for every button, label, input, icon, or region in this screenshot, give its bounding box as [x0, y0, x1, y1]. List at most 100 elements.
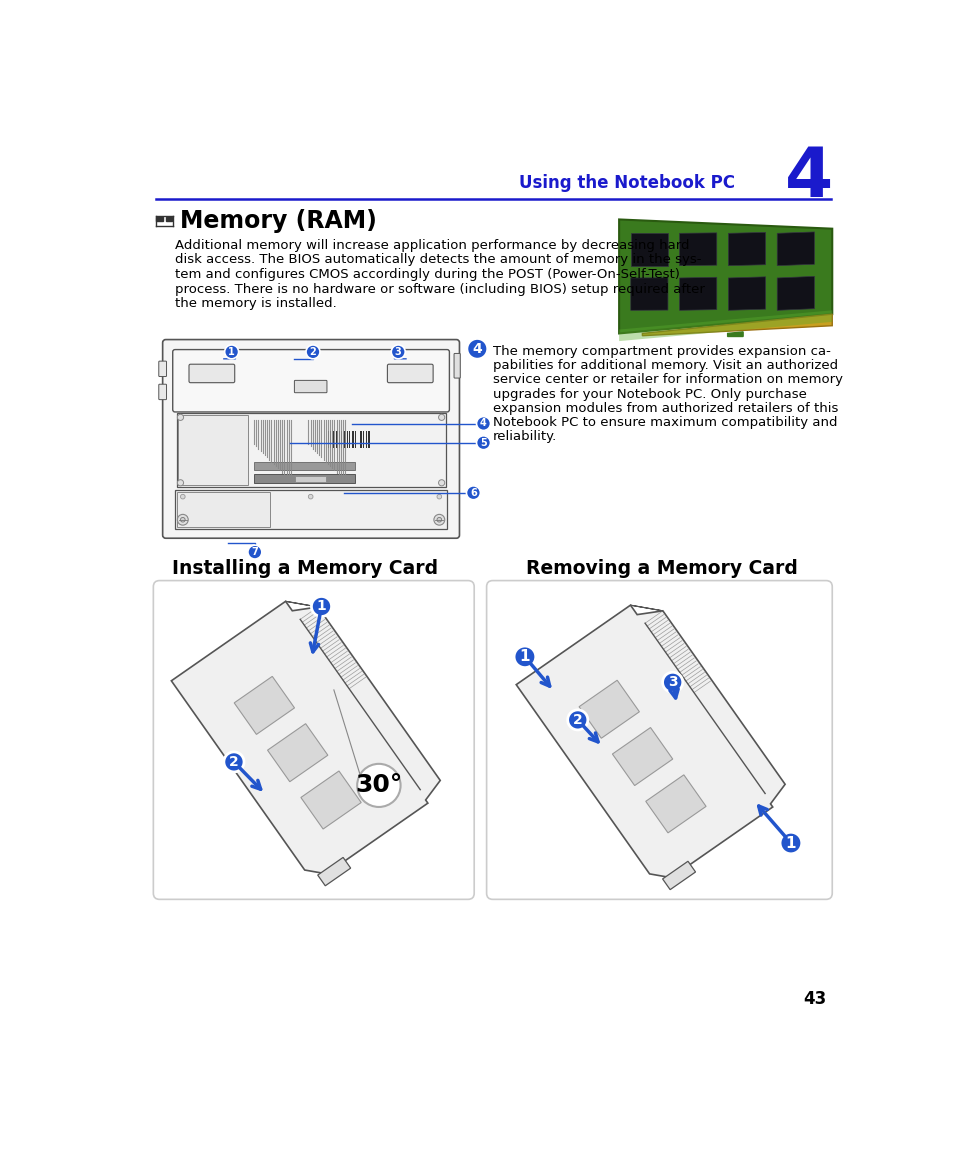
- Text: pabilities for additional memory. Visit an authorized: pabilities for additional memory. Visit …: [493, 359, 837, 372]
- Polygon shape: [578, 680, 639, 738]
- Text: 3: 3: [667, 676, 677, 690]
- Polygon shape: [618, 311, 831, 341]
- Circle shape: [436, 517, 441, 522]
- Text: 6: 6: [470, 487, 476, 498]
- Circle shape: [311, 596, 332, 617]
- FancyBboxPatch shape: [158, 362, 167, 377]
- FancyBboxPatch shape: [153, 581, 474, 900]
- Text: Additional memory will increase application performance by decreasing hard: Additional memory will increase applicat…: [174, 239, 689, 252]
- FancyBboxPatch shape: [387, 364, 433, 382]
- Text: 30°: 30°: [355, 774, 402, 797]
- Text: Using the Notebook PC: Using the Notebook PC: [518, 174, 735, 192]
- Bar: [176, 492, 270, 528]
- Polygon shape: [630, 233, 667, 266]
- Text: 43: 43: [802, 991, 826, 1008]
- Circle shape: [434, 514, 444, 526]
- Text: 4: 4: [479, 418, 486, 429]
- Bar: [294, 476, 326, 482]
- Bar: [368, 431, 370, 448]
- Bar: [360, 431, 361, 448]
- Polygon shape: [630, 605, 662, 611]
- Polygon shape: [679, 277, 716, 311]
- Polygon shape: [641, 314, 831, 336]
- Circle shape: [177, 415, 183, 420]
- Polygon shape: [679, 233, 716, 266]
- Bar: [156, 217, 162, 221]
- Polygon shape: [645, 775, 705, 833]
- Circle shape: [476, 417, 490, 431]
- Circle shape: [780, 833, 801, 854]
- Text: 1: 1: [785, 835, 796, 850]
- Polygon shape: [285, 602, 317, 608]
- Text: 4: 4: [472, 342, 481, 356]
- Polygon shape: [300, 772, 361, 829]
- FancyBboxPatch shape: [189, 364, 234, 382]
- Circle shape: [567, 710, 587, 730]
- FancyBboxPatch shape: [294, 380, 327, 393]
- Text: 1: 1: [228, 346, 234, 357]
- Bar: [176, 413, 445, 486]
- Polygon shape: [630, 277, 667, 311]
- Text: 2: 2: [572, 713, 582, 726]
- Circle shape: [224, 752, 244, 772]
- Text: 4: 4: [784, 143, 832, 210]
- Circle shape: [224, 345, 238, 359]
- Bar: [328, 431, 329, 448]
- Bar: [166, 217, 172, 221]
- Circle shape: [180, 517, 185, 522]
- Polygon shape: [172, 602, 439, 874]
- Polygon shape: [777, 232, 814, 266]
- Circle shape: [177, 514, 188, 526]
- Circle shape: [180, 494, 185, 499]
- Text: Removing a Memory Card: Removing a Memory Card: [525, 559, 797, 578]
- Text: expansion modules from authorized retailers of this: expansion modules from authorized retail…: [493, 402, 838, 415]
- Polygon shape: [267, 724, 328, 782]
- Polygon shape: [317, 857, 351, 886]
- FancyBboxPatch shape: [454, 353, 459, 378]
- Circle shape: [356, 763, 400, 807]
- Circle shape: [467, 338, 487, 359]
- Circle shape: [438, 479, 444, 486]
- Text: service center or retailer for information on memory: service center or retailer for informati…: [493, 373, 841, 387]
- Text: The memory compartment provides expansion ca-: The memory compartment provides expansio…: [493, 345, 830, 358]
- Circle shape: [662, 672, 682, 692]
- FancyBboxPatch shape: [158, 385, 167, 400]
- Text: disk access. The BIOS automatically detects the amount of memory in the sys-: disk access. The BIOS automatically dete…: [174, 253, 700, 267]
- Polygon shape: [662, 862, 695, 889]
- Text: Installing a Memory Card: Installing a Memory Card: [172, 559, 437, 578]
- Bar: [174, 491, 447, 529]
- Text: 5: 5: [479, 438, 486, 448]
- Circle shape: [177, 479, 183, 486]
- Text: the memory is installed.: the memory is installed.: [174, 297, 336, 311]
- Text: Notebook PC to ensure maximum compatibility and: Notebook PC to ensure maximum compatibil…: [493, 416, 837, 430]
- Polygon shape: [516, 605, 784, 878]
- Circle shape: [248, 545, 261, 559]
- Circle shape: [436, 494, 441, 499]
- Text: 1: 1: [316, 599, 326, 613]
- Polygon shape: [728, 232, 765, 266]
- Polygon shape: [728, 277, 765, 311]
- Circle shape: [391, 345, 405, 359]
- Text: 2: 2: [310, 346, 316, 357]
- Text: tem and configures CMOS accordingly during the POST (Power-On-Self-Test): tem and configures CMOS accordingly duri…: [174, 268, 679, 281]
- Polygon shape: [618, 219, 831, 334]
- Polygon shape: [777, 276, 814, 311]
- Text: process. There is no hardware or software (including BIOS) setup required after: process. There is no hardware or softwar…: [174, 283, 704, 296]
- Polygon shape: [727, 331, 742, 336]
- Circle shape: [466, 486, 480, 500]
- Polygon shape: [612, 728, 672, 785]
- Bar: [253, 462, 355, 470]
- Circle shape: [308, 494, 313, 499]
- Text: 3: 3: [395, 346, 401, 357]
- Text: 7: 7: [252, 547, 258, 557]
- Text: reliability.: reliability.: [493, 431, 557, 444]
- Text: 2: 2: [229, 755, 238, 769]
- Bar: [344, 431, 345, 448]
- FancyBboxPatch shape: [486, 581, 831, 900]
- Circle shape: [476, 435, 490, 449]
- Bar: [178, 415, 248, 485]
- Circle shape: [306, 345, 319, 359]
- Text: 1: 1: [519, 649, 530, 664]
- Polygon shape: [233, 677, 294, 735]
- FancyBboxPatch shape: [172, 350, 449, 412]
